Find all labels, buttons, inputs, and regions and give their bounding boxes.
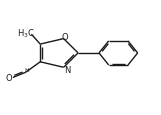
Text: H: H (25, 68, 29, 73)
Text: O: O (5, 74, 12, 82)
Text: O: O (62, 33, 69, 42)
Text: H$_3$C: H$_3$C (17, 28, 35, 40)
Text: N: N (64, 65, 70, 74)
